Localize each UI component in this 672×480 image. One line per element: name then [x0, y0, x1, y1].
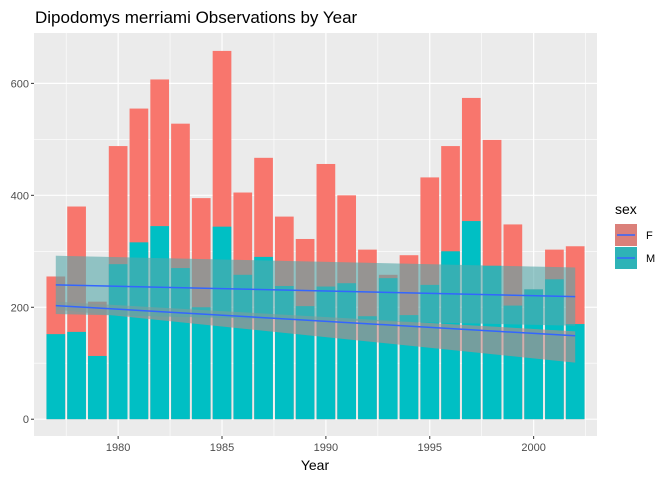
bar-male-1984 [191, 307, 211, 420]
bar-male-1995 [420, 284, 440, 420]
legend: sex FM [615, 201, 655, 269]
bar-male-1998 [482, 265, 502, 420]
legend-title: sex [615, 201, 637, 217]
bar-male-1989 [295, 306, 315, 420]
legend-label-M: M [646, 253, 655, 265]
trend-line-M [55, 284, 576, 298]
bar-male-1983 [171, 268, 190, 420]
bar-male-2001 [545, 279, 564, 420]
grid-minor [34, 33, 597, 436]
x-axis-title: Year [301, 457, 330, 473]
y-tick-label: 0 [23, 414, 29, 426]
bar-male-1987 [254, 256, 273, 420]
legend-label-F: F [646, 230, 653, 242]
trend-band-F [55, 301, 576, 363]
x-tick-label: 2000 [521, 442, 545, 454]
y-axis-ticks: 0 200 400 600 [11, 78, 34, 426]
trend-lines [55, 284, 576, 337]
trend-band-shade-F [55, 301, 576, 363]
bar-male-2000 [524, 289, 543, 420]
bar-male-1992 [358, 316, 377, 420]
x-axis-ticks: 1980 1985 1990 1995 2000 [106, 436, 546, 454]
x-tick-label: 1980 [106, 442, 130, 454]
x-tick-label: 1985 [210, 442, 234, 454]
bar-male-1979 [88, 355, 107, 420]
bar-male-1986 [233, 274, 253, 420]
trend-bands [55, 255, 576, 363]
plot-panel [34, 33, 597, 436]
chart-title: Dipodomys merriami Observations by Year [35, 8, 358, 27]
bar-male-1993 [378, 278, 398, 420]
bar-male-1982 [150, 226, 170, 420]
bar-male-1997 [461, 221, 481, 420]
bar-male-1994 [399, 315, 419, 420]
bar-male-1990 [316, 286, 336, 420]
y-tick-label: 200 [11, 302, 29, 314]
bar-male-1991 [337, 283, 357, 420]
y-tick-label: 400 [11, 190, 29, 202]
bar-male-1985 [212, 226, 232, 420]
bar-male-1980 [108, 264, 128, 420]
bar-male-2002 [565, 324, 585, 420]
x-tick-label: 1990 [314, 442, 338, 454]
y-tick-label: 600 [11, 78, 29, 90]
bar-male-1999 [503, 305, 523, 420]
trend-line-F [55, 304, 576, 337]
x-tick-label: 1995 [418, 442, 442, 454]
bar-male-1977 [46, 334, 66, 420]
bar-male-1978 [67, 331, 86, 420]
